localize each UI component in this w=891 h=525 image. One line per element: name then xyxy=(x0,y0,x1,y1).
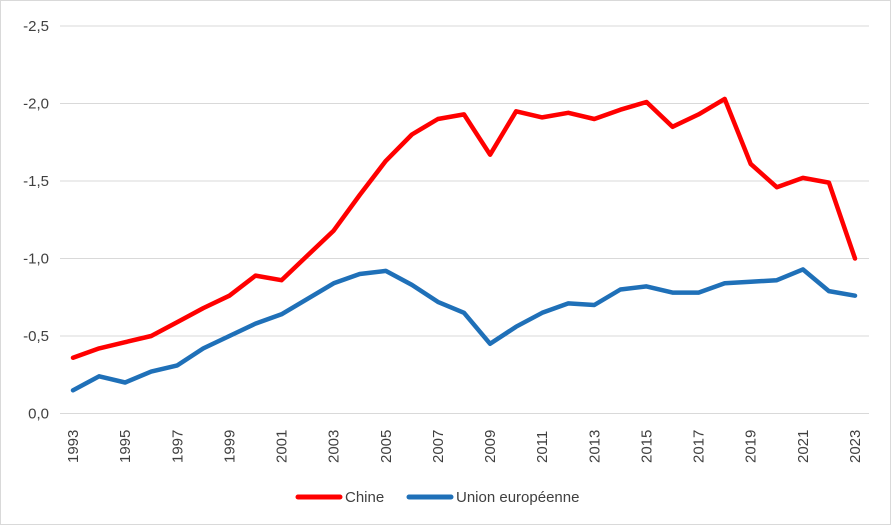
chine-line xyxy=(70,96,858,360)
axis-labels-layer: -2,5 -2,0 -1,5 -1,0 -0,5 0,0 1993 1995 1997 1999 2… xyxy=(23,18,864,463)
y-axis-tick-label: -1,0 xyxy=(23,251,49,268)
legend-label-chine: Chine xyxy=(345,489,384,506)
legend-label-union-europeenne: Union européenne xyxy=(456,489,579,506)
x-axis-tick-label: 2021 xyxy=(795,430,812,463)
x-axis-tick-label: 2015 xyxy=(638,430,655,463)
x-axis-tick-label: 2011 xyxy=(534,431,551,463)
y-axis-tick-label: -2,5 xyxy=(23,18,49,35)
gridline-layer xyxy=(60,25,869,414)
x-axis-tick-label: 2007 xyxy=(430,430,447,463)
x-axis-tick-label: 2009 xyxy=(482,430,499,463)
x-axis-tick-label: 2023 xyxy=(847,430,864,463)
y-axis-tick-label: -2,0 xyxy=(23,96,49,113)
series-layer xyxy=(70,96,858,393)
x-axis-tick-label: 2013 xyxy=(586,430,603,463)
y-axis-tick-label: -1,5 xyxy=(23,173,49,190)
x-axis-tick-label: 2001 xyxy=(274,430,291,463)
y-axis-tick-label: 0,0 xyxy=(28,406,49,423)
x-axis-tick-label: 1997 xyxy=(169,430,186,463)
union-europ-enne-line xyxy=(70,267,858,393)
y-axis-tick-label: -0,5 xyxy=(23,328,49,345)
x-axis-tick-label: 2003 xyxy=(326,430,343,463)
x-axis-tick-label: 2017 xyxy=(691,430,708,463)
x-axis-tick-label: 2019 xyxy=(743,430,760,463)
x-axis-tick-label: 1999 xyxy=(221,430,238,463)
legend: Chine Union européenne xyxy=(295,489,579,506)
x-axis-tick-label: 1993 xyxy=(65,430,82,463)
x-axis-tick-label: 2005 xyxy=(378,430,395,463)
x-axis-tick-label: 1995 xyxy=(117,430,134,463)
